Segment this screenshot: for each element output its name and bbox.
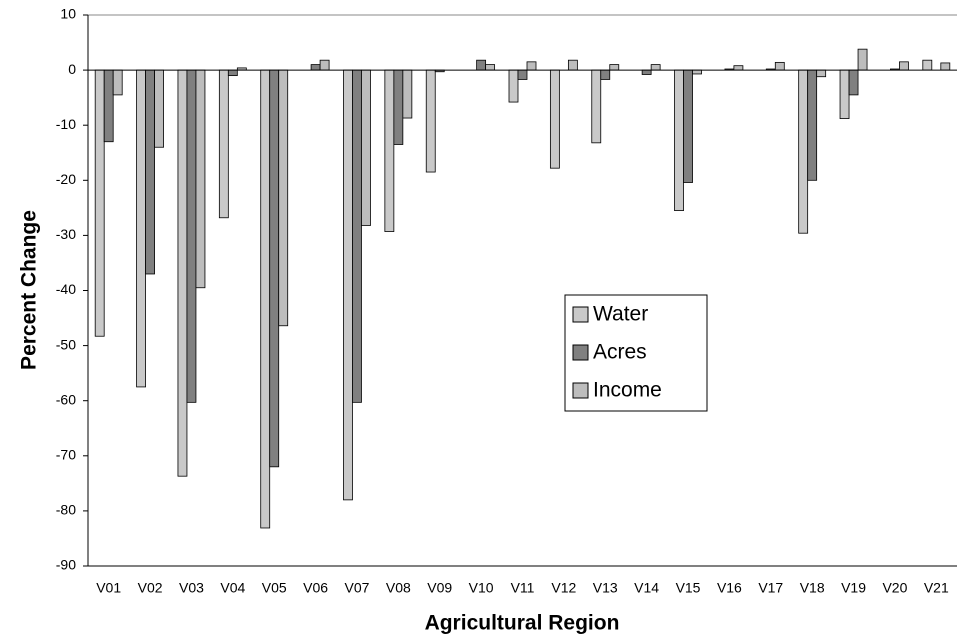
x-tick-label: V20 bbox=[882, 580, 907, 596]
bar bbox=[609, 64, 620, 71]
x-tick-label: V05 bbox=[262, 580, 287, 596]
bar bbox=[145, 69, 155, 275]
y-tick-label: -50 bbox=[56, 336, 76, 352]
bar bbox=[526, 61, 537, 71]
x-tick-label: V04 bbox=[220, 580, 245, 596]
bar bbox=[674, 69, 684, 212]
bar bbox=[517, 69, 528, 80]
x-tick-label: V21 bbox=[924, 580, 949, 596]
bar bbox=[94, 69, 105, 337]
bar bbox=[940, 62, 951, 71]
bar bbox=[600, 69, 611, 80]
bar bbox=[352, 69, 362, 403]
x-tick-label: V03 bbox=[179, 580, 204, 596]
bar bbox=[136, 69, 146, 388]
y-tick-label: -90 bbox=[56, 557, 76, 573]
bar bbox=[774, 61, 785, 71]
x-tick-label: V18 bbox=[800, 580, 825, 596]
x-axis-title: Agricultural Region bbox=[425, 612, 620, 635]
bar bbox=[567, 59, 578, 71]
bar bbox=[807, 69, 818, 181]
bar bbox=[112, 69, 123, 96]
bar bbox=[103, 69, 114, 143]
legend-label: Water bbox=[593, 303, 648, 326]
x-tick-label: V16 bbox=[717, 580, 742, 596]
bar bbox=[393, 69, 404, 145]
x-tick-label: V14 bbox=[634, 580, 659, 596]
x-tick-label: V01 bbox=[96, 580, 121, 596]
x-tick-label: V06 bbox=[303, 580, 328, 596]
x-tick-label: V15 bbox=[676, 580, 701, 596]
y-tick-label: -60 bbox=[56, 391, 76, 407]
bar bbox=[692, 69, 702, 75]
bar bbox=[922, 59, 933, 71]
y-tick-label: 0 bbox=[68, 61, 76, 77]
bar bbox=[798, 69, 809, 234]
bar bbox=[154, 69, 164, 148]
bar bbox=[402, 69, 413, 119]
bar bbox=[384, 69, 395, 232]
bar bbox=[848, 69, 859, 96]
bar bbox=[485, 64, 496, 71]
bar bbox=[319, 59, 330, 71]
bar bbox=[899, 61, 909, 71]
bar bbox=[839, 69, 850, 119]
legend-swatch bbox=[572, 382, 589, 399]
y-tick-label: -20 bbox=[56, 171, 76, 187]
bar bbox=[816, 69, 827, 78]
x-tick-label: V08 bbox=[386, 580, 411, 596]
y-axis-title: Percent Change bbox=[18, 210, 41, 370]
legend-label: Acres bbox=[593, 341, 647, 364]
bar bbox=[269, 69, 280, 468]
bar bbox=[425, 69, 436, 173]
bar bbox=[733, 65, 744, 71]
bar bbox=[476, 59, 487, 71]
x-tick-label: V17 bbox=[758, 580, 783, 596]
bar bbox=[857, 48, 868, 71]
x-tick-label: V19 bbox=[841, 580, 866, 596]
bar bbox=[310, 64, 321, 71]
y-tick-label: -70 bbox=[56, 447, 76, 463]
bar bbox=[683, 69, 693, 183]
legend-swatch bbox=[572, 306, 589, 323]
bar bbox=[508, 69, 519, 103]
y-tick-label: 10 bbox=[60, 6, 76, 22]
bar bbox=[218, 69, 229, 219]
bar bbox=[177, 69, 188, 477]
x-tick-label: V02 bbox=[138, 580, 163, 596]
legend-label: Income bbox=[593, 379, 662, 402]
x-tick-label: V13 bbox=[593, 580, 618, 596]
x-tick-label: V10 bbox=[469, 580, 494, 596]
x-tick-label: V07 bbox=[345, 580, 370, 596]
bar bbox=[361, 69, 371, 226]
x-tick-label: V11 bbox=[511, 580, 535, 596]
y-tick-label: -10 bbox=[56, 116, 76, 132]
bar bbox=[227, 69, 238, 77]
legend-box bbox=[564, 294, 708, 412]
bar bbox=[278, 69, 289, 327]
y-tick-label: -80 bbox=[56, 502, 76, 518]
y-tick-label: -30 bbox=[56, 226, 76, 242]
bar bbox=[186, 69, 197, 403]
bar bbox=[343, 69, 353, 501]
y-tick-label: -40 bbox=[56, 281, 76, 297]
bar bbox=[195, 69, 206, 289]
bar bbox=[650, 64, 661, 71]
bar bbox=[549, 69, 560, 169]
bar bbox=[260, 69, 271, 529]
legend-swatch bbox=[572, 344, 589, 361]
x-tick-label: V12 bbox=[551, 580, 576, 596]
bar bbox=[641, 69, 652, 75]
x-tick-label: V09 bbox=[427, 580, 452, 596]
bar bbox=[591, 69, 602, 144]
